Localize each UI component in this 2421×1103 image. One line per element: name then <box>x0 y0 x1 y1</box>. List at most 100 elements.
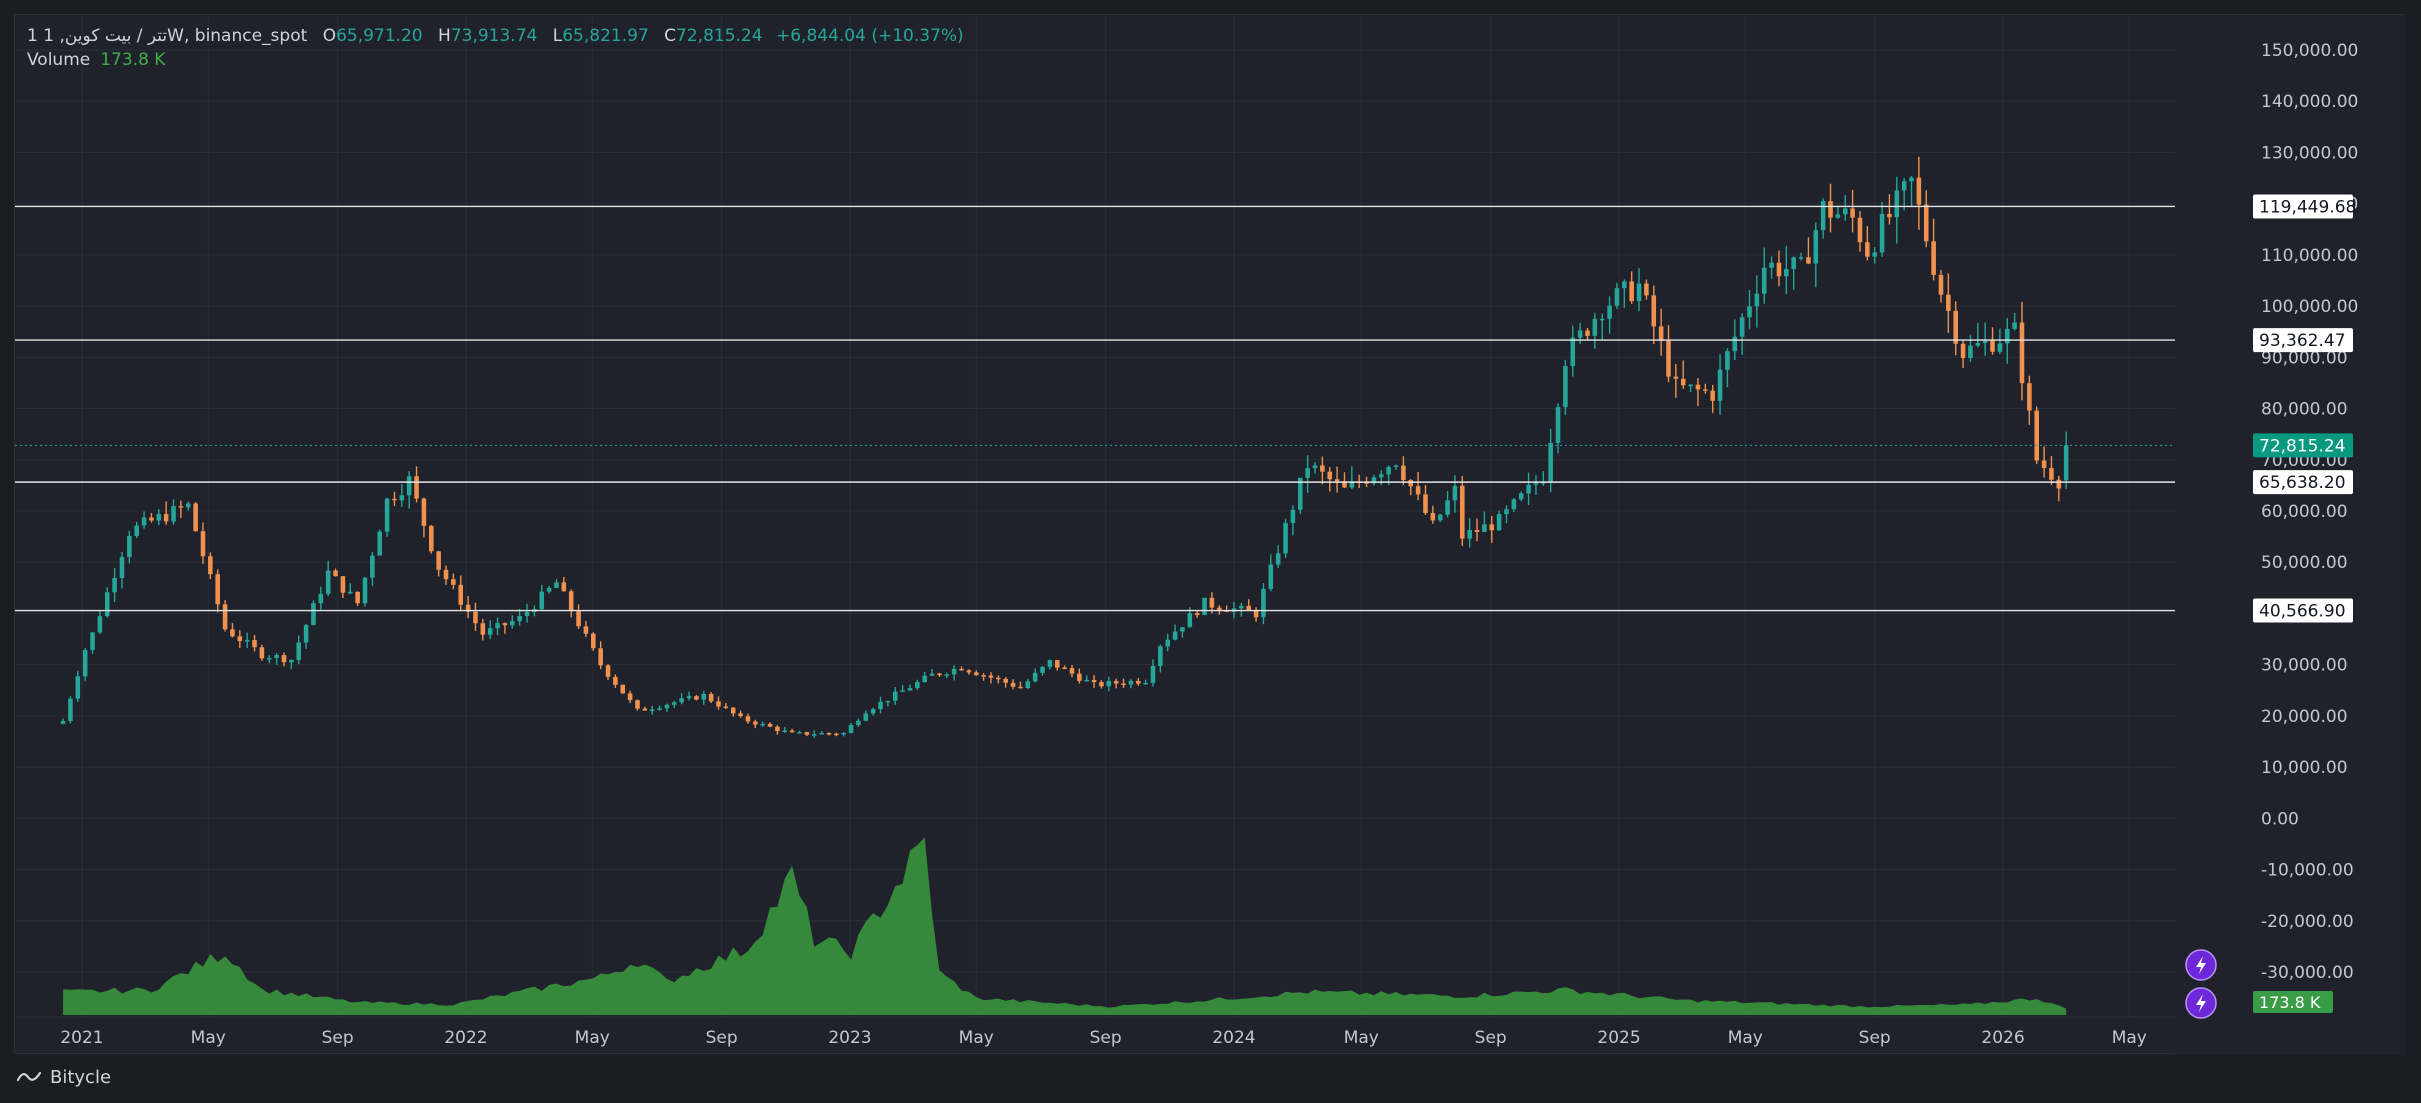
candle-body[interactable] <box>686 696 692 699</box>
candle-body[interactable] <box>1688 384 1693 387</box>
candle-body[interactable] <box>856 720 861 726</box>
candle-body[interactable] <box>97 616 103 633</box>
candle-body[interactable] <box>900 690 905 692</box>
candle-body[interactable] <box>252 640 257 648</box>
candle-body[interactable] <box>1548 442 1553 483</box>
candle-body[interactable] <box>1135 680 1141 684</box>
candle-body[interactable] <box>716 701 721 707</box>
candle-body[interactable] <box>1754 293 1760 307</box>
candle-body[interactable] <box>1887 213 1892 218</box>
candle-body[interactable] <box>281 655 287 663</box>
candle-body[interactable] <box>546 587 552 592</box>
candle-body[interactable] <box>82 650 88 677</box>
candle-body[interactable] <box>929 673 935 676</box>
candle-body[interactable] <box>1953 310 1958 344</box>
candle-body[interactable] <box>119 557 125 578</box>
candle-body[interactable] <box>1305 468 1310 478</box>
candle-body[interactable] <box>672 702 677 705</box>
candle-body[interactable] <box>1761 267 1767 294</box>
candle-body[interactable] <box>1747 306 1752 318</box>
candle-body[interactable] <box>399 495 405 501</box>
candle-body[interactable] <box>465 604 471 612</box>
candle-body[interactable] <box>981 675 986 677</box>
candle-body[interactable] <box>1496 514 1502 531</box>
candle-body[interactable] <box>1452 485 1458 501</box>
candle-body[interactable] <box>1923 204 1929 242</box>
candle-body[interactable] <box>1798 257 1804 259</box>
candle-body[interactable] <box>1526 484 1531 494</box>
candle-body[interactable] <box>436 551 441 570</box>
candle-body[interactable] <box>892 691 898 701</box>
candle-body[interactable] <box>1460 485 1465 539</box>
candle-body[interactable] <box>193 503 198 532</box>
candle-body[interactable] <box>730 707 736 714</box>
candle-body[interactable] <box>598 648 603 666</box>
candle-body[interactable] <box>1872 252 1877 257</box>
candle-body[interactable] <box>1769 262 1774 268</box>
candle-body[interactable] <box>1835 214 1841 218</box>
candle-body[interactable] <box>502 623 508 626</box>
candle-body[interactable] <box>988 675 994 678</box>
candle-body[interactable] <box>1180 627 1185 632</box>
candle-body[interactable] <box>266 658 272 660</box>
candle-body[interactable] <box>819 733 824 735</box>
candle-body[interactable] <box>458 584 464 605</box>
candle-body[interactable] <box>870 709 876 714</box>
candle-body[interactable] <box>1511 499 1517 510</box>
candle-body[interactable] <box>1592 318 1598 336</box>
candle-body[interactable] <box>1010 682 1016 687</box>
candle-body[interactable] <box>576 611 581 627</box>
candle-body[interactable] <box>163 514 169 522</box>
candle-body[interactable] <box>1982 340 1988 343</box>
candle-body[interactable] <box>613 676 618 685</box>
candle-body[interactable] <box>1563 366 1568 408</box>
candle-body[interactable] <box>333 570 338 577</box>
candle-body[interactable] <box>1312 465 1318 469</box>
candle-body[interactable] <box>178 506 184 508</box>
candle-body[interactable] <box>1710 390 1715 401</box>
candle-body[interactable] <box>1268 564 1274 590</box>
candle-body[interactable] <box>1725 351 1730 370</box>
candle-body[interactable] <box>951 668 957 675</box>
candle-body[interactable] <box>1062 667 1067 670</box>
candle-body[interactable] <box>782 730 788 733</box>
candle-body[interactable] <box>1253 610 1259 618</box>
candle-body[interactable] <box>318 593 324 604</box>
candle-body[interactable] <box>1916 177 1922 205</box>
candle-body[interactable] <box>75 676 81 699</box>
candle-body[interactable] <box>90 632 95 651</box>
candle-body[interactable] <box>156 514 162 521</box>
candle-body[interactable] <box>1297 477 1303 510</box>
candle-body[interactable] <box>2056 479 2062 489</box>
candle-body[interactable] <box>1857 217 1863 243</box>
candle-body[interactable] <box>1482 524 1487 532</box>
candle-body[interactable] <box>775 726 780 732</box>
candle-body[interactable] <box>1879 213 1885 253</box>
candle-body[interactable] <box>1261 589 1266 618</box>
candle-body[interactable] <box>1386 467 1391 475</box>
candle-body[interactable] <box>811 734 817 736</box>
candle-body[interactable] <box>237 636 243 642</box>
candle-body[interactable] <box>1128 680 1134 685</box>
candle-body[interactable] <box>694 696 699 700</box>
candle-body[interactable] <box>1938 274 1944 295</box>
candle-body[interactable] <box>1342 481 1347 488</box>
candle-body[interactable] <box>1784 269 1789 277</box>
candle-body[interactable] <box>797 732 802 734</box>
candle-body[interactable] <box>377 531 383 556</box>
candle-body[interactable] <box>1423 494 1428 514</box>
candle-body[interactable] <box>2027 383 2032 411</box>
candle-body[interactable] <box>1828 200 1833 218</box>
candle-body[interactable] <box>524 611 530 617</box>
candle-body[interactable] <box>428 525 434 552</box>
candle-body[interactable] <box>583 626 589 634</box>
candle-body[interactable] <box>657 708 662 710</box>
candle-body[interactable] <box>1680 378 1686 386</box>
candle-body[interactable] <box>185 503 191 508</box>
candle-body[interactable] <box>1474 529 1480 532</box>
candle-body[interactable] <box>635 700 640 709</box>
candle-body[interactable] <box>1636 283 1642 302</box>
candle-body[interactable] <box>1894 190 1900 218</box>
candle-body[interactable] <box>1518 493 1524 500</box>
candle-body[interactable] <box>1946 294 1951 311</box>
